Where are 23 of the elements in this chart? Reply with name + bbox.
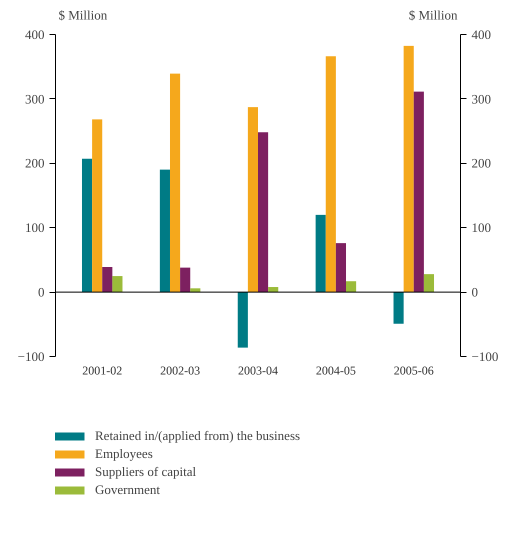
- legend-label: Employees: [95, 446, 153, 462]
- legend-label: Suppliers of capital: [95, 464, 196, 480]
- y-tick-label: 100: [25, 220, 44, 236]
- y-tick-label: 200: [25, 156, 44, 171]
- x-tick-label: 2004-05: [316, 364, 356, 378]
- y2-tick-label: 200: [472, 156, 491, 171]
- legend-label: Government: [95, 482, 160, 498]
- y-tick-label: 400: [25, 26, 44, 42]
- x-tick-label: 2001-02: [82, 364, 122, 378]
- y2-axis-title: $ Million: [408, 7, 458, 22]
- y2-tick-label: 400: [472, 26, 491, 42]
- y2-tick-label: 300: [472, 91, 491, 106]
- y-tick-label: 0: [38, 284, 44, 300]
- x-tick-label: 2002-03: [160, 364, 200, 378]
- y2-tick-label: 0: [472, 284, 478, 300]
- y-axis-title: $ Million: [58, 7, 108, 22]
- x-tick-label: 2005-06: [394, 364, 434, 378]
- y-tick-label: −100: [18, 349, 45, 364]
- y2-tick-label: 100: [472, 220, 491, 236]
- x-tick-label: 2003-04: [238, 364, 278, 378]
- legend-label: Retained in/(applied from) the business: [95, 428, 300, 444]
- y-tick-label: 300: [25, 91, 44, 106]
- y2-tick-label: −100: [472, 349, 498, 364]
